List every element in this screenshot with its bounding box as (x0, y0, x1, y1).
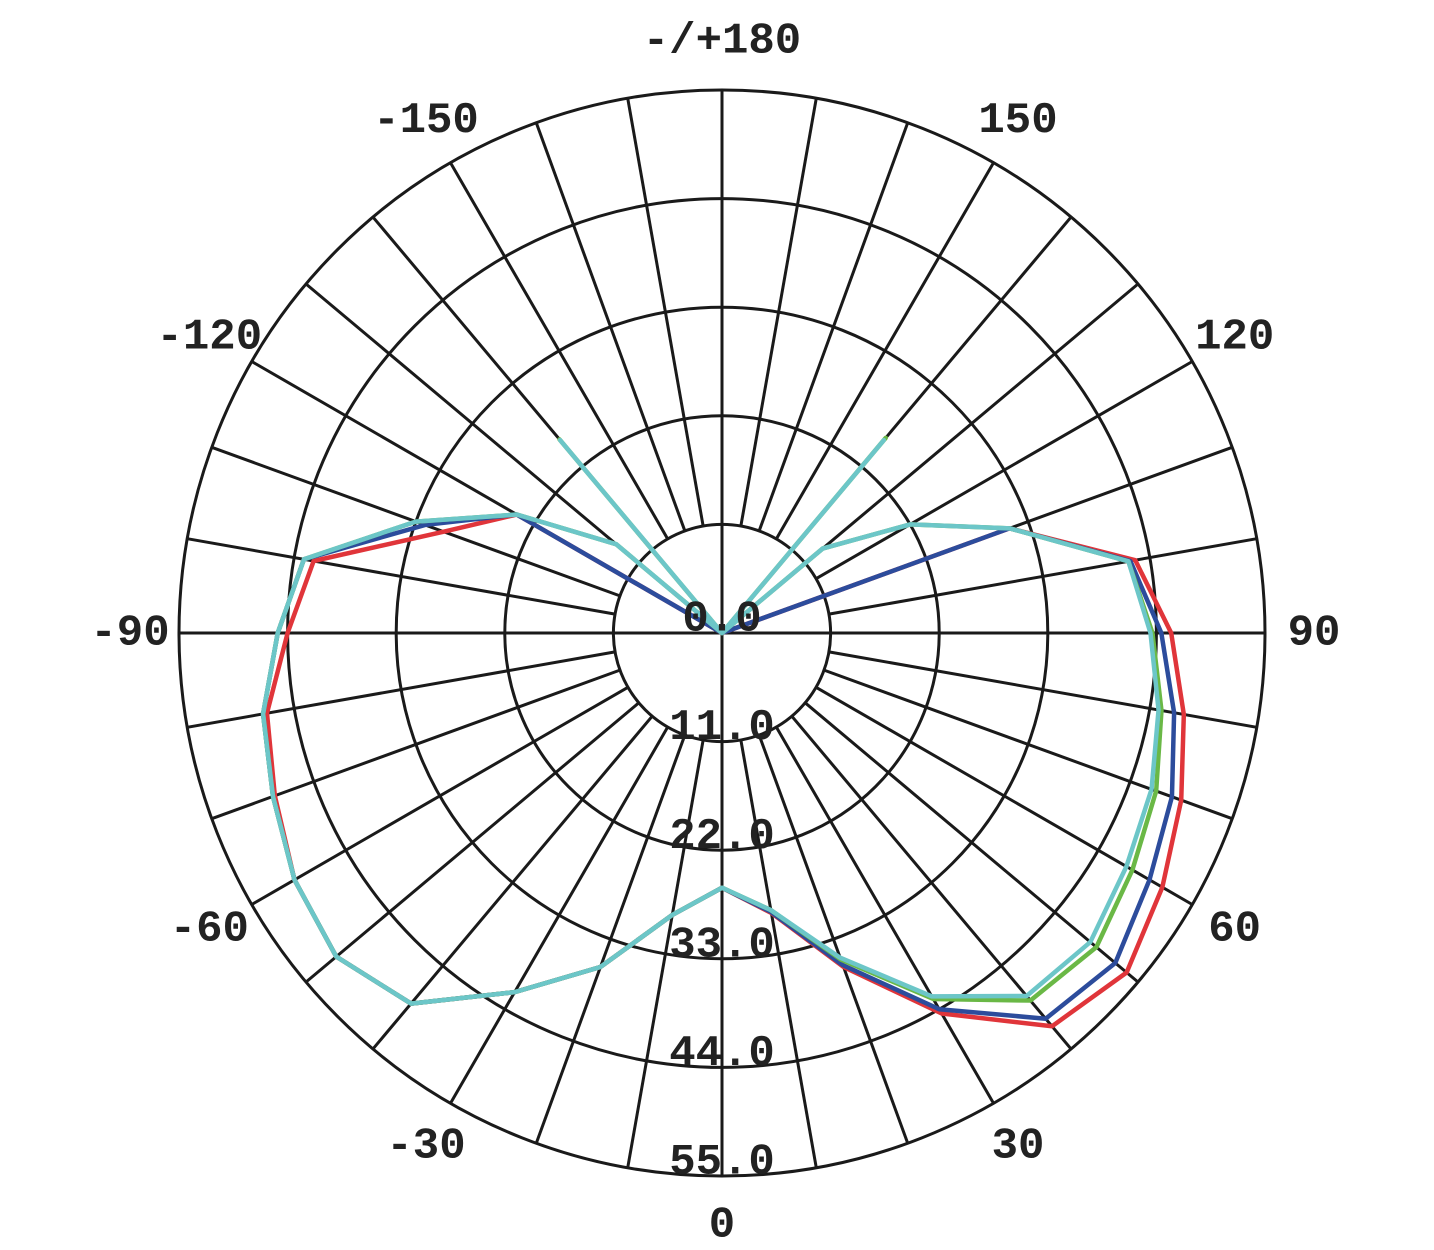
radial-label: 44.0 (669, 1029, 775, 1079)
grid-spoke (757, 122, 910, 532)
angle-label: 30 (992, 1121, 1045, 1171)
grid-spoke (186, 537, 616, 616)
curves (260, 435, 1187, 1029)
series-line (260, 437, 1161, 1006)
grid-spoke (626, 739, 705, 1169)
angle-label: 90 (1288, 609, 1341, 659)
grid-spoke (815, 686, 1194, 906)
angle-label: -150 (373, 96, 479, 146)
angle-label: 60 (1208, 905, 1261, 955)
angle-label: 150 (978, 96, 1057, 146)
grid-spoke (371, 715, 654, 1050)
grid-spoke (775, 726, 995, 1105)
grid-spoke (775, 161, 995, 540)
grid-spoke (305, 282, 640, 565)
grid-spoke (305, 701, 640, 984)
angle-label: 120 (1195, 313, 1274, 363)
angle-label: -90 (90, 609, 169, 659)
angle-label: -/+180 (643, 17, 801, 67)
angle-label: -60 (170, 905, 249, 955)
grid-spoke (815, 360, 1194, 580)
labels: 0 30 60 90 120 150 -/+180 -150 -120 -90 -60 -30 0.0 1… (90, 17, 1340, 1250)
radial-label: 0.0 (682, 595, 761, 645)
grid-spoke (534, 734, 687, 1144)
radial-label: 55.0 (669, 1138, 775, 1188)
grid-spoke (534, 122, 687, 532)
grid-spoke (828, 537, 1258, 616)
radial-label: 33.0 (669, 920, 775, 970)
grid-spoke (739, 739, 818, 1169)
angle-label: 0 (709, 1201, 735, 1250)
grid-spoke (211, 668, 621, 821)
grid-spoke (250, 686, 629, 906)
angle-label: -30 (386, 1121, 465, 1171)
grid-spoke (804, 282, 1139, 565)
grid-spoke (804, 701, 1139, 984)
grid-spoke (790, 715, 1073, 1050)
angle-label: -120 (157, 313, 263, 363)
grid-spoke (449, 726, 669, 1105)
grid-spoke (626, 97, 705, 527)
radial-label: 11.0 (669, 703, 775, 753)
grid-spoke (757, 734, 910, 1144)
grid-spoke (449, 161, 669, 540)
radial-label: 22.0 (669, 812, 775, 862)
grid-spoke (186, 650, 616, 729)
grid-spoke (739, 97, 818, 527)
grid-spoke (823, 668, 1233, 821)
